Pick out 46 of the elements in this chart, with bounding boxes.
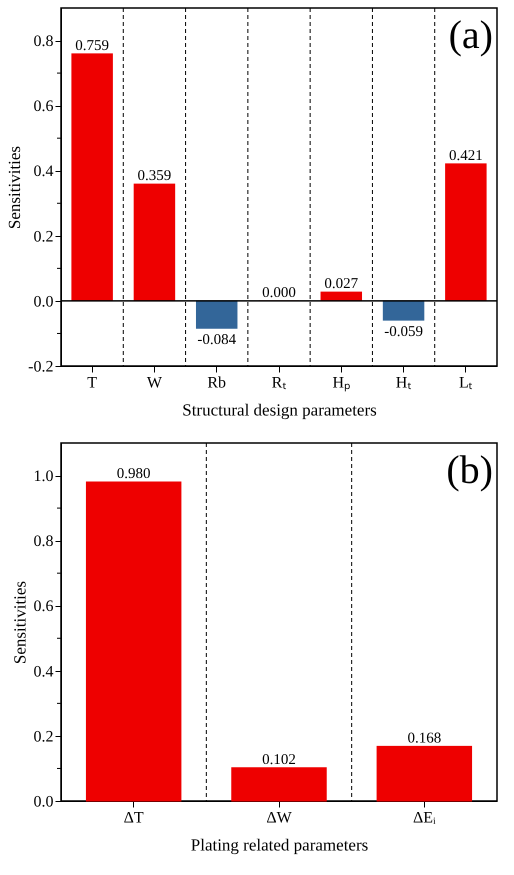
x-tick-label: ΔW (266, 810, 293, 826)
y-tick-label: 0.8 (34, 533, 54, 550)
bar (196, 300, 238, 329)
x-tick-label: Rb (207, 374, 226, 392)
data-label: 0.027 (324, 276, 359, 292)
data-label: 0.980 (116, 466, 151, 482)
y-tick-label: 0.2 (34, 728, 54, 746)
x-tick-label: Rₜ (272, 374, 286, 392)
y-tick-label: 0.8 (34, 33, 54, 50)
y-tick-label: 0.6 (34, 98, 54, 116)
bar (376, 746, 472, 802)
data-label: -0.059 (384, 324, 423, 340)
data-label: 0.102 (262, 752, 296, 768)
bar (382, 300, 424, 321)
x-tick-label: T (87, 374, 98, 392)
y-tick-label: 0.2 (34, 228, 54, 246)
x-tick-label: Hₜ (396, 374, 412, 392)
y-tick-label: 0.4 (34, 163, 54, 180)
bar (86, 482, 182, 802)
bar (231, 767, 327, 802)
y-tick-label: 1.0 (34, 468, 54, 486)
x-tick-label: W (146, 374, 163, 392)
data-label: 0.421 (448, 148, 483, 164)
bar (134, 184, 176, 302)
y-tick-label: 0.0 (34, 293, 54, 310)
bar (445, 163, 487, 302)
y-tick-label: 0.4 (34, 663, 54, 680)
x-axis-title: Structural design parameters (182, 400, 377, 420)
annotation: (a) (448, 12, 493, 57)
y-tick-label: 0.0 (34, 794, 54, 810)
y-axis-title: Sensitivities (5, 146, 24, 230)
data-label: -0.084 (197, 332, 237, 348)
data-label: 0.359 (138, 168, 172, 184)
x-tick-label: ΔEᵢ (412, 810, 436, 826)
data-label: 0.168 (407, 730, 442, 746)
x-tick-label: Lₜ (458, 374, 473, 392)
data-label: 0.759 (75, 38, 110, 54)
annotation: (b) (446, 447, 493, 492)
data-label: 0.000 (262, 284, 296, 301)
x-axis-title: Plating related parameters (190, 836, 368, 854)
y-tick-label: -0.2 (28, 358, 54, 376)
x-tick-label: Hₚ (332, 374, 350, 392)
bar (71, 53, 113, 302)
y-axis-title: Sensitivities (10, 580, 30, 664)
x-tick-label: ΔT (124, 810, 144, 826)
y-tick-label: 0.6 (34, 598, 54, 616)
